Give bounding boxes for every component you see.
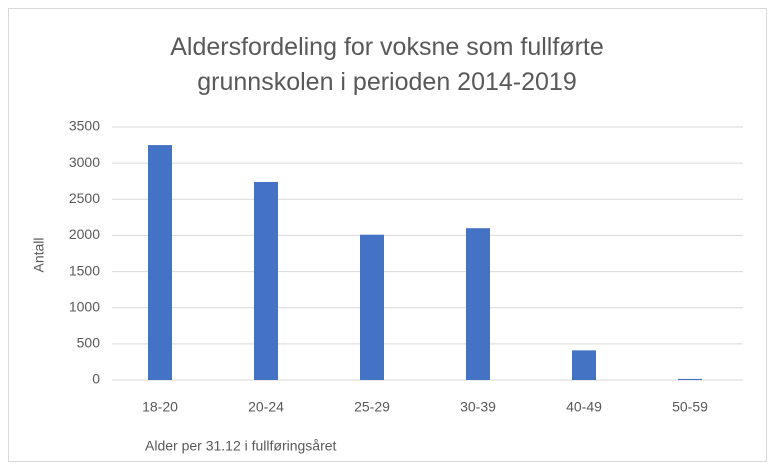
x-tick-label: 20-24 — [248, 399, 284, 415]
x-tick-label: 40-49 — [566, 399, 602, 415]
x-tick-label: 18-20 — [142, 399, 178, 415]
x-tick-label: 25-29 — [354, 399, 390, 415]
y-tick-label: 3000 — [69, 154, 100, 170]
y-tick-label: 1500 — [69, 262, 100, 278]
bar — [466, 228, 490, 380]
bar — [572, 350, 596, 380]
y-tick-label: 500 — [77, 335, 101, 351]
y-tick-label: 1000 — [69, 298, 100, 314]
y-axis-label: Antall — [31, 237, 47, 272]
bar — [360, 234, 384, 380]
y-tick-label: 2500 — [69, 190, 100, 206]
chart-title: Aldersfordeling for voksne som fullførte… — [170, 33, 604, 96]
y-tick-label: 0 — [92, 371, 100, 387]
y-tick-label: 2000 — [69, 226, 100, 242]
chart-frame — [8, 8, 767, 462]
bar — [148, 145, 172, 380]
x-tick-label: 30-39 — [460, 399, 496, 415]
bar — [678, 378, 702, 380]
x-axis-label: Alder per 31.12 i fullføringsåret — [145, 438, 337, 454]
y-tick-label: 3500 — [69, 118, 100, 134]
bar — [254, 181, 278, 380]
x-tick-label: 50-59 — [672, 399, 708, 415]
